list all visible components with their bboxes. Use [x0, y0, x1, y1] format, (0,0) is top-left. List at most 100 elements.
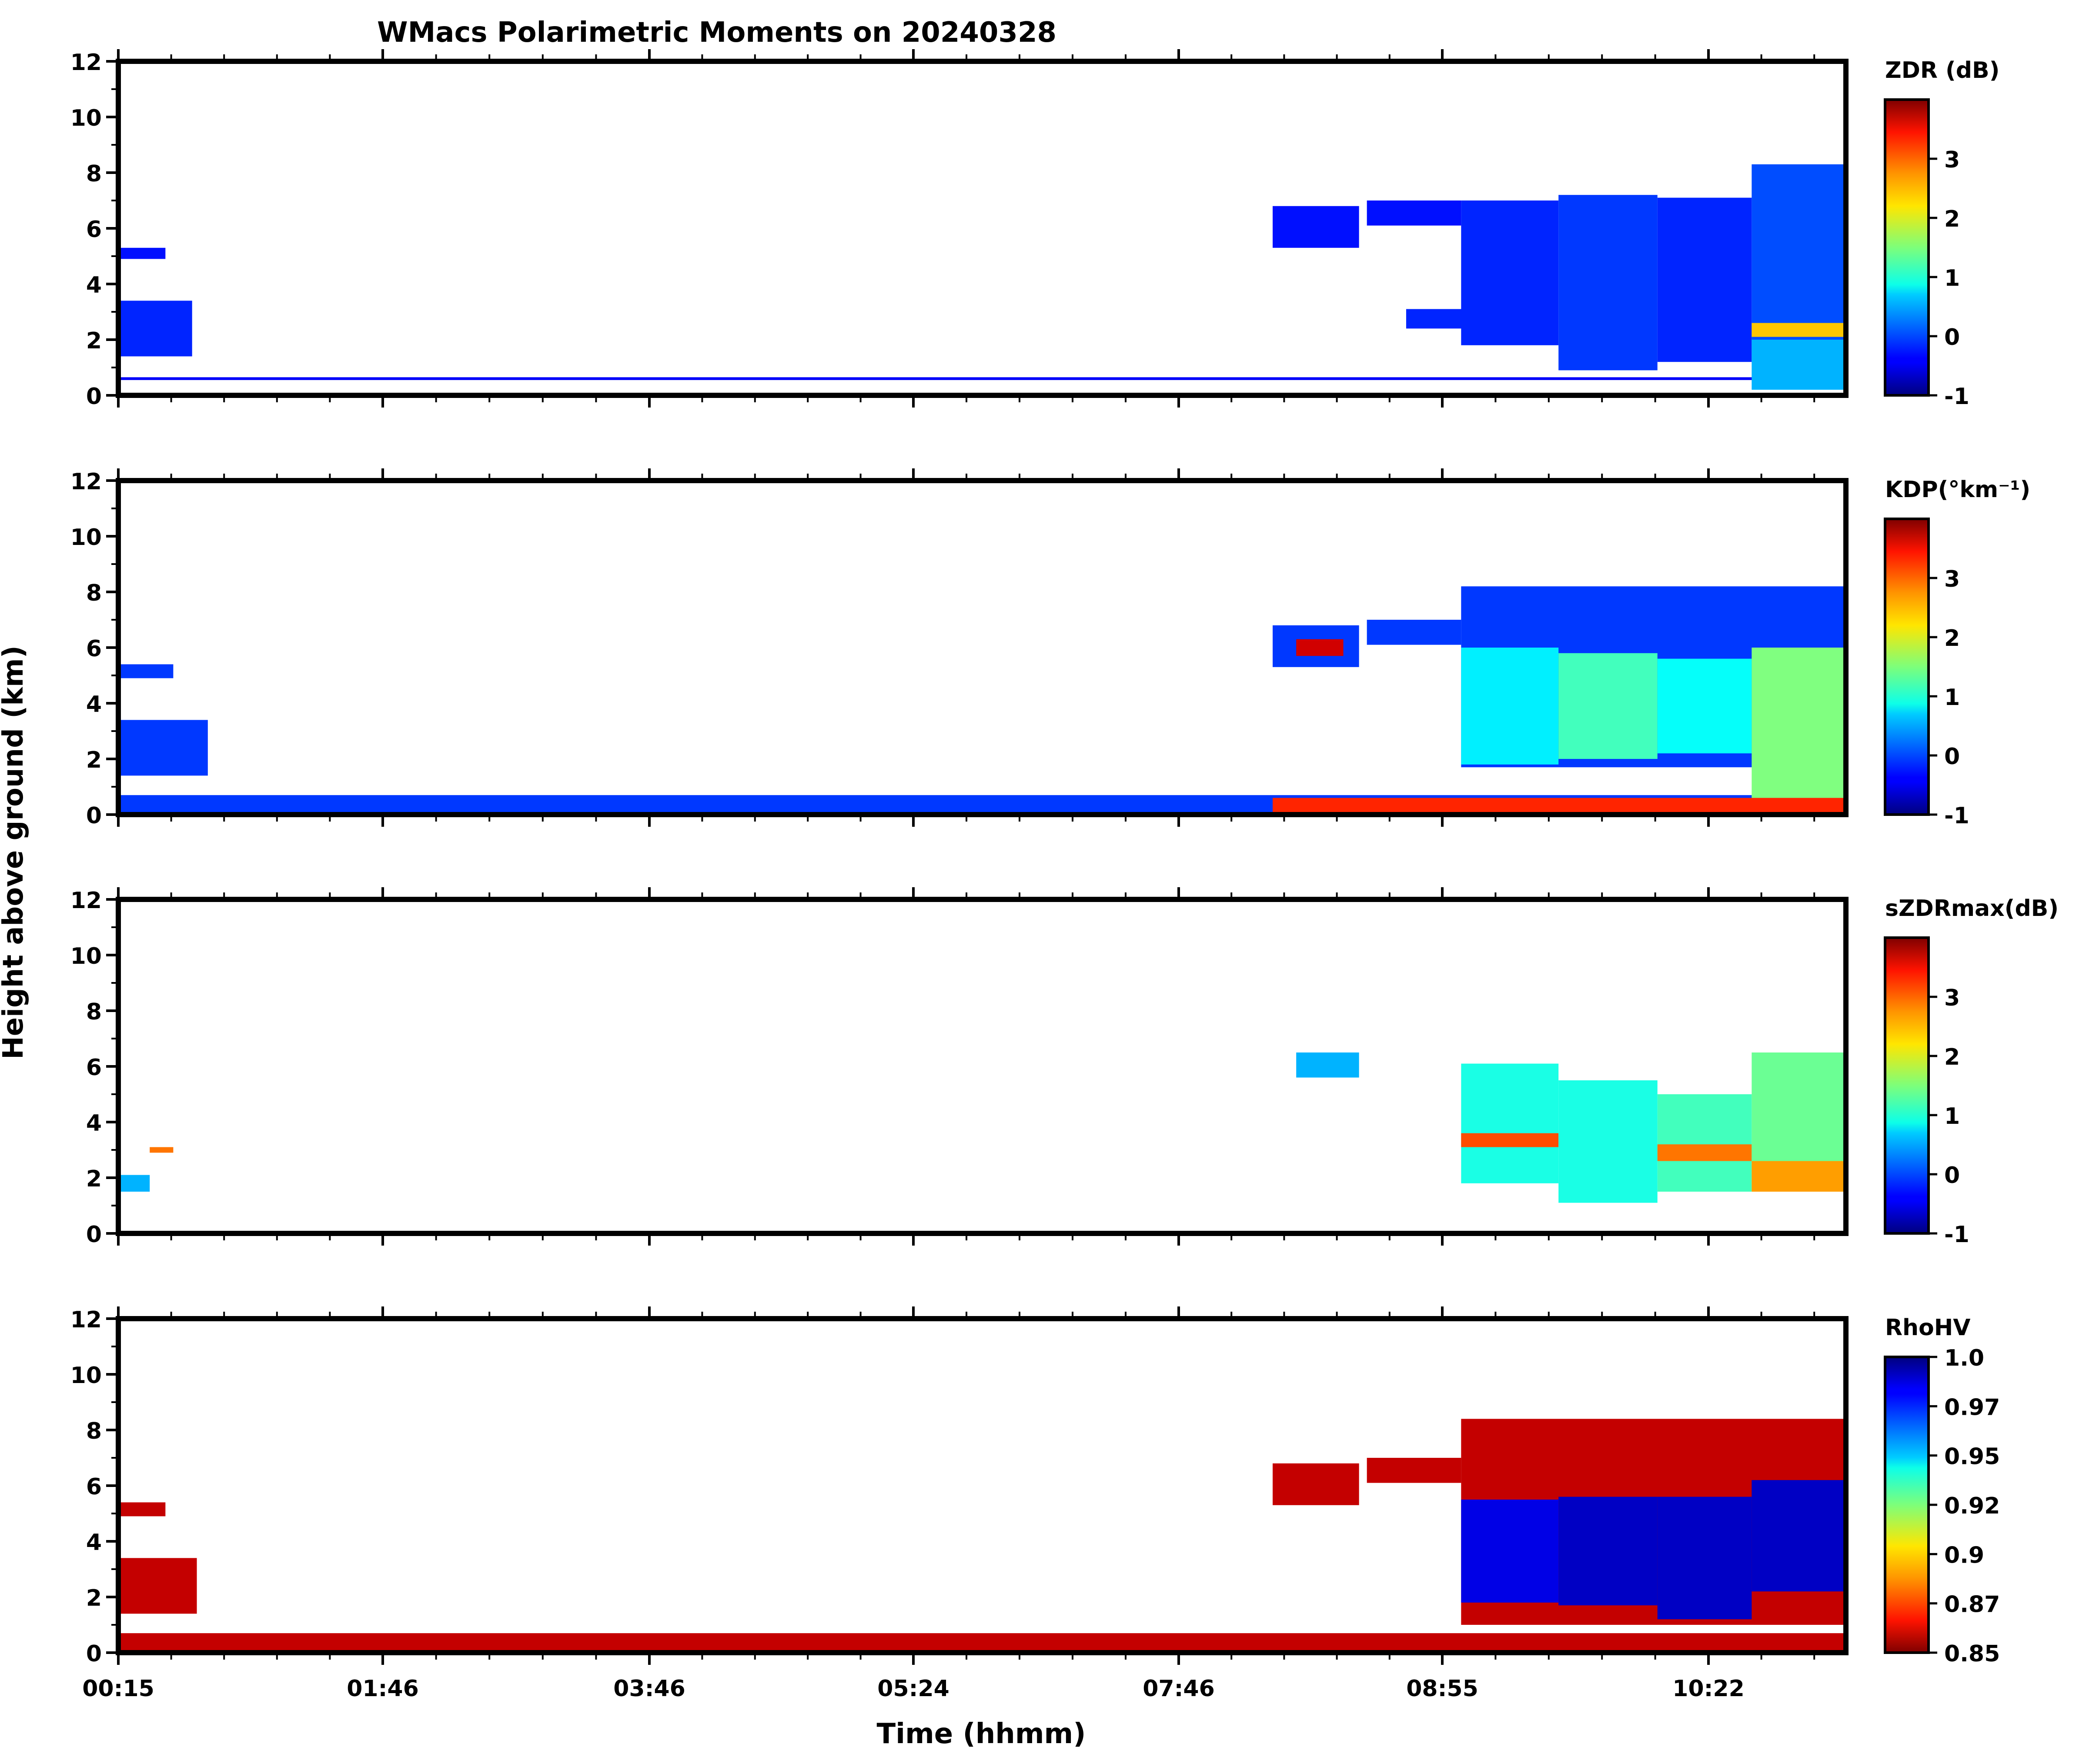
y-tick-label: 8 [86, 580, 102, 606]
data-cell [1752, 1052, 1846, 1178]
colorbar [1884, 936, 1930, 1235]
y-tick-label: 4 [86, 272, 102, 298]
colorbar-tick-label: 0 [1944, 324, 1960, 351]
colorbar [1884, 98, 1930, 397]
data-cell [1657, 197, 1752, 362]
data-cell [118, 1175, 150, 1192]
data-cell [1461, 1133, 1559, 1147]
data-cell [118, 247, 166, 259]
colorbar-tick-label: 1 [1944, 1103, 1960, 1129]
colorbar-label: ZDR (dB) [1885, 57, 1999, 84]
data-cell [118, 1502, 166, 1517]
y-tick-label: 8 [86, 1418, 102, 1444]
y-tick-label: 4 [86, 692, 102, 718]
y-tick-label: 4 [86, 1110, 102, 1136]
x-axis-label: Time (hhmm) [877, 1718, 1086, 1750]
data-cell [1657, 1497, 1752, 1620]
y-tick-label: 6 [86, 1474, 102, 1500]
colorbar-tick-label: 3 [1944, 566, 1960, 592]
data-cell [1461, 200, 1559, 345]
y-tick-label: 12 [70, 469, 102, 495]
data-cell [1558, 195, 1658, 371]
y-tick-label: 0 [86, 1641, 102, 1667]
data-cell [1273, 206, 1359, 248]
colorbar-label: sZDRmax(dB) [1885, 895, 2059, 922]
colorbar-tick-label: 0.9 [1944, 1542, 1984, 1568]
y-tick-label: 4 [86, 1530, 102, 1556]
y-tick-label: 6 [86, 636, 102, 662]
y-tick-label: 0 [86, 1222, 102, 1248]
colorbar-tick-label: 2 [1944, 625, 1960, 651]
y-tick-label: 2 [86, 328, 102, 354]
data-cell [1752, 1161, 1846, 1192]
data-cell [118, 720, 208, 776]
data-cell [1558, 1080, 1658, 1203]
colorbar-tick-label: 0.95 [1944, 1444, 2000, 1470]
x-tick-label: 01:46 [347, 1676, 419, 1702]
data-cell [1752, 1480, 1846, 1592]
x-tick-label: 08:55 [1406, 1676, 1478, 1702]
colorbar-tick-label: 1.0 [1944, 1345, 1984, 1371]
colorbar-tick-label: 0.87 [1944, 1592, 2000, 1618]
y-tick-label: 2 [86, 747, 102, 773]
panel-4: 0 2 4 6 8 10 12 00:15 01:46 03:46 05:24 07:46 08:55 1… [70, 1306, 2000, 1702]
x-tick-label: 10:22 [1672, 1676, 1745, 1702]
data-cell [150, 1147, 174, 1153]
colorbar-label: RhoHV [1885, 1315, 1971, 1341]
y-tick-label: 10 [70, 943, 102, 969]
data-cell [1558, 1497, 1658, 1606]
colorbar-tick-label: 0.97 [1944, 1394, 2000, 1420]
data-cell [1461, 1063, 1559, 1183]
data-cell [1657, 1094, 1752, 1192]
data-cell [1657, 1144, 1752, 1161]
data-cell [1657, 658, 1752, 754]
y-tick-label: 0 [86, 384, 102, 410]
data-cell [1273, 1463, 1359, 1505]
data-cell [1273, 798, 1846, 815]
x-tick-label: 00:15 [82, 1676, 154, 1702]
data-cell [1461, 648, 1559, 765]
colorbar-tick-label: -1 [1944, 1222, 1969, 1248]
y-axis-label: Height above ground (km) [0, 645, 30, 1059]
data-cell [1752, 648, 1846, 804]
data-cell [1461, 1500, 1559, 1603]
data-cell [1752, 323, 1846, 337]
data-cell [118, 377, 1846, 380]
y-tick-label: 2 [86, 1166, 102, 1192]
data-cell [1752, 340, 1846, 390]
colorbar [1884, 518, 1930, 816]
data-cell [1296, 1052, 1359, 1078]
colorbar-tick-label: 3 [1944, 147, 1960, 173]
chart-title: WMacs Polarimetric Moments on 20240328 [377, 17, 1056, 49]
colorbar-tick-label: 3 [1944, 985, 1960, 1011]
colorbar-tick-label: -1 [1944, 384, 1969, 410]
y-tick-label: 8 [86, 999, 102, 1025]
y-tick-label: 8 [86, 161, 102, 187]
y-tick-label: 0 [86, 803, 102, 829]
data-cell [1752, 164, 1846, 345]
y-tick-label: 6 [86, 1055, 102, 1081]
data-cell [1558, 653, 1658, 759]
colorbar [1884, 1356, 1930, 1654]
data-cell [1367, 200, 1461, 226]
y-tick-label: 10 [70, 1363, 102, 1389]
y-tick-label: 10 [70, 105, 102, 131]
data-cell [1367, 620, 1461, 645]
colorbar-tick-label: 2 [1944, 206, 1960, 232]
colorbar-tick-label: 1 [1944, 265, 1960, 291]
colorbar-tick-label: 1 [1944, 685, 1960, 711]
y-tick-label: 12 [70, 50, 102, 76]
x-tick-label: 05:24 [877, 1676, 949, 1702]
data-cell [1367, 1458, 1461, 1483]
data-cell [1296, 639, 1344, 656]
colorbar-tick-label: 0.92 [1944, 1493, 2000, 1519]
colorbar-tick-label: 0 [1944, 1163, 1960, 1189]
y-tick-label: 2 [86, 1585, 102, 1611]
y-tick-label: 12 [70, 888, 102, 914]
y-tick-label: 6 [86, 217, 102, 243]
